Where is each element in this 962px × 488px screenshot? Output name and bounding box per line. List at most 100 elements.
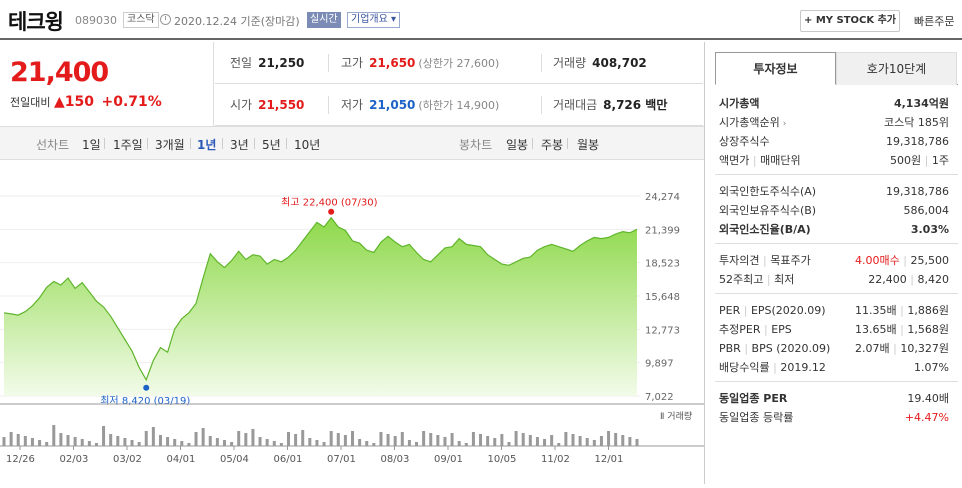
info-value: 22,400: [868, 273, 907, 286]
info-key-2: 목표주가: [770, 254, 811, 267]
volume-bar: [386, 434, 390, 446]
volume-bar: [66, 435, 70, 446]
volume-bar: [621, 435, 625, 446]
volume-bar: [400, 432, 404, 446]
info-row: 시가총액 4,134억원: [719, 94, 949, 113]
info-key: 외국인소진율(B/A): [719, 223, 811, 236]
high-label: 고가: [341, 56, 364, 70]
info-row: 액면가 | 매매단위 500원 | 1주: [719, 151, 949, 170]
info-row: 외국인보유주식수(B) 586,004: [719, 201, 949, 220]
candle-daily[interactable]: 일봉: [506, 138, 529, 152]
info-key-2: 매매단위: [760, 154, 801, 167]
tab-investment-info[interactable]: 투자정보: [715, 52, 836, 85]
line-chart-label: 선차트: [36, 138, 70, 152]
info-value: 1.07%: [914, 361, 949, 374]
period-1y[interactable]: 1년: [197, 138, 217, 152]
volume-bar: [479, 434, 483, 446]
volume-bar: [322, 442, 326, 446]
chevron-right-icon[interactable]: ›: [782, 119, 787, 129]
base-date: 2020.12.24 기준(장마감): [174, 15, 300, 28]
info-key-2: BPS (2020.09): [751, 342, 831, 355]
info-key-wrap: 동일업종 PER: [719, 389, 787, 408]
info-key: 투자의견: [719, 254, 760, 267]
period-5y[interactable]: 5년: [262, 138, 281, 152]
info-row: 52주최고 | 최저 22,400 | 8,420: [719, 270, 949, 289]
volume-bar: [436, 435, 440, 446]
period-1w[interactable]: 1주일: [113, 138, 143, 152]
stock-name: 테크윙: [8, 10, 64, 34]
current-price: 21,400: [10, 57, 109, 88]
company-summary-button[interactable]: 기업개요 ▾: [347, 12, 401, 28]
info-value-2: 1,568원: [907, 323, 949, 336]
info-value-2: 10,327원: [900, 342, 949, 355]
separator: |: [773, 361, 777, 374]
stock-code: 089030: [75, 14, 117, 27]
high-price: 고가 21,650 (상한가 27,600): [341, 54, 499, 71]
info-value: 13.65배: [855, 323, 897, 336]
info-row: 동일업종 PER 19.40배: [719, 389, 949, 408]
volume-bar: [258, 437, 262, 446]
open-label: 시가: [230, 98, 253, 112]
fast-order-link[interactable]: 빠른주문: [914, 15, 955, 28]
info-row: 동일업종 등락률 +4.47%: [719, 408, 949, 427]
volume-value: 408,702: [592, 56, 647, 70]
info-value: +4.47%: [904, 411, 949, 424]
volume-bar: [38, 440, 42, 446]
my-stock-add-button[interactable]: + MY STOCK 추가: [800, 10, 900, 32]
volume-bar: [94, 443, 98, 446]
tab-order-book[interactable]: 호가10단계: [836, 52, 957, 85]
info-value: 19,318,786: [886, 185, 949, 198]
volume-bar: [429, 433, 433, 446]
info-key-wrap: PBR | BPS (2020.09): [719, 339, 830, 358]
info-value-wrap: 2.07배 | 10,327원: [855, 339, 949, 358]
price-area: [4, 217, 637, 396]
info-value-wrap: 586,004: [904, 201, 950, 220]
period-10y[interactable]: 10년: [294, 138, 321, 152]
info-key: 배당수익률: [719, 361, 770, 374]
volume-bar: [144, 431, 148, 446]
candle-weekly[interactable]: 주봉: [541, 138, 564, 152]
period-1d[interactable]: 1일: [82, 138, 101, 152]
volume-bar: [215, 438, 219, 446]
price-chart[interactable]: 24,274 21,399 18,523 15,648 12,773 9,897 7,022…: [0, 160, 704, 484]
volume-bar: [166, 437, 170, 446]
info-value-wrap: 19,318,786: [886, 132, 949, 151]
volume-bar: [365, 441, 369, 446]
lower-limit: (하한가 14,900): [418, 99, 500, 112]
separator: |: [766, 273, 771, 286]
info-row: PBR | BPS (2020.09) 2.07배 | 10,327원: [719, 339, 949, 358]
volume: 거래량 408,702: [553, 54, 647, 71]
period-3m[interactable]: 3개월: [155, 138, 185, 152]
period-3y[interactable]: 3년: [230, 138, 249, 152]
info-value: 2.07배: [855, 342, 890, 355]
volume-bar: [173, 439, 177, 446]
volume-bar: [464, 443, 468, 446]
volume-bar: [109, 434, 113, 446]
info-key: 외국인보유주식수(B): [719, 204, 817, 217]
price-chart-svg[interactable]: 24,274 21,399 18,523 15,648 12,773 9,897 7,022…: [0, 160, 704, 484]
volume-bar: [528, 435, 532, 446]
volume-bar: [578, 436, 582, 446]
prev-close-value: 21,250: [258, 56, 305, 70]
volume-bar: [393, 436, 397, 446]
x-tick-label: 11/02: [541, 454, 570, 465]
volume-bar: [443, 437, 447, 446]
info-value-2: 1주: [931, 154, 949, 167]
info-key-wrap: 시가총액순위 ›: [719, 113, 786, 134]
volume-bar: [230, 442, 234, 446]
candle-monthly[interactable]: 월봉: [577, 138, 600, 152]
volume-bar: [201, 428, 205, 446]
volume-bar: [457, 441, 461, 446]
x-tick-label: 04/01: [167, 454, 196, 465]
prev-close-label: 전일: [230, 56, 253, 70]
y-tick-label: 21,399: [645, 225, 680, 236]
info-value-wrap: 19.40배: [907, 389, 949, 408]
volume-bar: [2, 437, 6, 446]
company-summary-label: 기업개요: [351, 14, 388, 25]
candle-chart-label: 봉차트: [459, 138, 493, 152]
upper-limit: (상한가 27,600): [418, 57, 500, 70]
info-value: 11.35배: [855, 304, 897, 317]
realtime-badge[interactable]: 실시간: [307, 12, 341, 28]
y-tick-label: 15,648: [645, 292, 680, 303]
info-value-wrap: 11.35배 | 1,886원: [855, 301, 949, 320]
